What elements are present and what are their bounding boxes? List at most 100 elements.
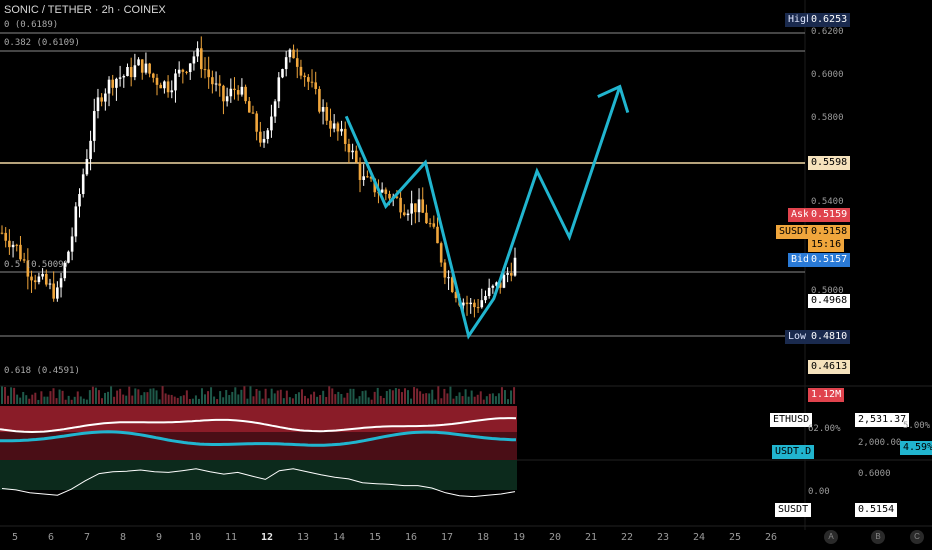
candle-body [299,66,303,76]
volume-bar [37,399,40,404]
volume-bar [146,392,149,404]
price-tick: 0.5800 [811,113,844,123]
volume-bar [364,390,367,404]
candle-body [166,81,170,93]
eth-axis-tick: 2,000.00 [858,438,902,448]
volume-bar [213,396,216,404]
candle-countdown: 15:16 [808,238,845,252]
time-tick-label: 5 [11,532,19,543]
support-value-tag: 0.4968 [808,294,851,308]
volume-bar [13,387,16,404]
scale-button-b[interactable]: B [871,530,885,544]
ind2-axis-tick: 0.6000 [858,469,891,479]
candle-body [240,86,244,95]
volume-bar [70,399,73,404]
eth-label-tag: ETHUSD [770,413,813,427]
volume-bar [373,391,376,404]
volume-bar [252,396,255,404]
volume-bar [255,388,258,404]
volume-bar [240,389,243,404]
volume-bar [464,389,467,404]
volume-bar [134,388,137,404]
time-tick-label: 19 [512,532,526,543]
volume-bar [413,387,416,404]
candle-body [402,212,406,216]
volume-bar [300,389,303,404]
candle-body [273,101,277,117]
volume-bar [125,395,128,404]
volume-bar [1,386,3,404]
candle-body [259,131,262,143]
volume-bar [7,395,10,404]
fib-618-value-tag: 0.4613 [808,360,851,374]
volume-bar [94,387,97,404]
candle-body [487,287,491,297]
usdt-d-label-tag: USDT.D [772,445,815,459]
projection-zigzag [344,86,622,340]
volume-bar [343,397,346,404]
volume-bar [319,395,322,404]
time-tick-label: 13 [296,532,310,543]
chart-title[interactable]: SONIC / TETHER · 2h · COINEX [4,4,166,16]
candle-body [148,63,151,74]
candle-body [262,138,266,143]
candle-body [247,101,251,113]
candle-body [152,73,155,78]
volume-bar [328,386,331,404]
candle-body [236,90,240,95]
volume-bar [307,398,310,404]
scale-button-c[interactable]: C [910,530,924,544]
candle-body [19,244,22,260]
candle-body [454,292,458,299]
candle-body [96,97,100,112]
volume-bar [479,391,482,404]
price-tick: 0.6000 [811,70,844,80]
volume-bar [188,399,191,404]
volume-bar [428,393,431,404]
volume-bar [264,388,267,404]
candle-body [207,69,210,78]
candle-body [255,113,258,132]
candle-body [502,274,506,288]
volume-bar [304,395,306,404]
candle-body [181,69,185,72]
volume-bar [488,393,491,404]
volume-bar [400,392,403,404]
candle-body [107,79,111,94]
volume-bar [85,399,88,404]
volume-bar [97,390,100,404]
volume-bar [382,398,385,404]
volume-bar [410,398,413,404]
candle-body [70,236,74,252]
candle-body [15,244,19,246]
volume-bar [337,391,340,404]
volume-bar [61,390,64,404]
volume-series [1,386,516,404]
volume-bar [331,388,334,404]
candle-body [476,307,480,309]
projection-path[interactable] [344,84,630,340]
candle-body [288,49,292,58]
candle-body [177,69,181,74]
fib-label-5: 0.5 (0.5009) [4,260,70,270]
volume-bar [191,398,194,404]
volume-bar [322,390,325,404]
candle-body [473,302,476,308]
candle-body [447,277,450,279]
candle-body [421,199,425,213]
pct-axis-tick: 62.00% [808,424,841,434]
candle-body [85,158,89,175]
volume-bar [270,388,273,404]
volume-bar [28,398,31,404]
volume-bar [164,393,167,404]
volume-bar [334,394,337,404]
time-tick-label: 20 [548,532,562,543]
volume-bar [358,396,361,404]
candle-body [506,273,509,275]
scale-button-a[interactable]: A [824,530,838,544]
usdt-axis-tick: 5.00% [903,421,931,431]
volume-bar [416,388,419,404]
ask-value-tag: 0.5159 [808,208,851,222]
volume-bar [222,397,225,404]
